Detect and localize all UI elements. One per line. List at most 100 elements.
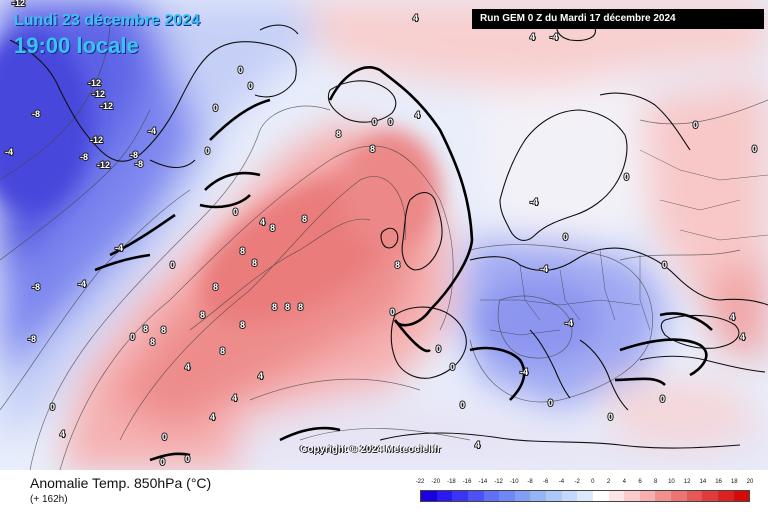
scale-tick-label: -6 <box>543 479 549 485</box>
valid-date: Lundi 23 décembre 2024 <box>14 12 200 29</box>
color-swatch <box>421 491 437 501</box>
color-swatch <box>499 491 515 501</box>
contour-label: 8 <box>252 258 257 268</box>
contour-label: 0 <box>693 120 698 130</box>
color-scale-ticks: -22 -20 -18 -16 -14 -12 -10 -8 -6 -4 -2 0 2 4 6 8 10 12 14… <box>410 479 754 489</box>
valid-time: 19:00 locale <box>14 33 139 58</box>
contour-label: 0 <box>238 65 243 75</box>
color-swatch <box>577 491 593 501</box>
scale-tick-label: 8 <box>654 479 658 485</box>
contour-label: 8 <box>220 346 225 356</box>
contour-label: 0 <box>205 146 210 156</box>
color-swatch <box>702 491 718 501</box>
scale-tick-label: 20 <box>746 479 754 485</box>
contour-label: 0 <box>233 207 238 217</box>
contour-label: 0 <box>170 260 175 270</box>
contour-label: -4 <box>115 243 123 253</box>
contour-label: -4 <box>530 197 538 207</box>
color-swatch <box>514 491 531 501</box>
contour-label: 0 <box>130 332 135 342</box>
contour-label: -12 <box>90 135 103 145</box>
color-swatch <box>483 491 500 501</box>
contour-label: 0 <box>662 260 667 270</box>
contour-label: 0 <box>436 344 441 354</box>
contour-label: 0 <box>162 432 167 442</box>
color-swatch <box>624 491 640 501</box>
contour-label: 4 <box>730 312 735 322</box>
contour-label: 0 <box>548 398 553 408</box>
contour-label: 4 <box>740 332 745 342</box>
contour-label: -12 <box>92 89 105 99</box>
scale-tick-label: -20 <box>431 479 441 485</box>
copyright-notice: Copyright © 2024 Meteociel.fr <box>300 444 441 455</box>
contour-label: 8 <box>395 260 400 270</box>
scale-tick-label: 0 <box>591 479 595 485</box>
contour-label: -4 <box>148 126 156 136</box>
contour-label: -4 <box>565 318 573 328</box>
scale-tick-label: 2 <box>606 479 611 485</box>
contour-label: 0 <box>660 394 665 404</box>
scale-tick-label: -12 <box>494 479 503 485</box>
contour-label: 8 <box>302 214 307 224</box>
contour-label: 4 <box>210 412 215 422</box>
contour-label: 0 <box>624 172 629 182</box>
contour-label: 0 <box>185 454 190 464</box>
contour-label: 0 <box>388 117 393 127</box>
contour-label: -12 <box>12 0 25 8</box>
contour-label: 8 <box>298 302 303 312</box>
contour-label: -12 <box>88 78 101 88</box>
contour-label: 0 <box>752 144 757 154</box>
contour-label: 8 <box>285 302 290 312</box>
contour-label: 4 <box>185 362 190 372</box>
contour-label: 4 <box>258 371 263 381</box>
contour-label: 0 <box>213 103 218 113</box>
contour-label: 4 <box>232 393 237 403</box>
color-swatch <box>530 491 546 501</box>
contour-label: 8 <box>336 129 341 139</box>
contour-label: -4 <box>5 147 13 157</box>
contour-label: -8 <box>28 334 36 344</box>
contour-label: 0 <box>563 232 568 242</box>
contour-label: -4 <box>520 367 528 377</box>
color-swatch <box>546 491 562 501</box>
scale-tick-label: -10 <box>509 479 519 485</box>
contour-label: 0 <box>160 457 165 467</box>
contour-label: 8 <box>240 320 245 330</box>
scale-tick-label: 12 <box>683 479 691 485</box>
contour-label: 0 <box>460 400 465 410</box>
contour-label: -8 <box>32 109 40 119</box>
color-swatch <box>592 491 609 501</box>
zero-isotherm <box>94 66 713 462</box>
contour-label: 8 <box>161 325 166 335</box>
color-swatch <box>639 491 656 501</box>
color-swatch <box>686 491 703 501</box>
contour-labels: -12-8-4-12-12-12-12-12-8-8-8-4-4-4-8-800… <box>4 0 758 468</box>
color-swatch <box>717 491 734 501</box>
scale-tick-label: -14 <box>478 479 488 485</box>
color-swatch <box>671 491 687 501</box>
contour-label: 4 <box>60 429 65 439</box>
contour-label: -8 <box>135 159 143 169</box>
contour-label: 0 <box>50 402 55 412</box>
scale-tick-label: -4 <box>558 479 565 485</box>
country-borders <box>480 149 768 336</box>
contour-label: 0 <box>608 412 613 422</box>
color-scale-bar <box>420 490 750 502</box>
scale-tick-label: -16 <box>462 479 472 485</box>
color-swatch <box>561 491 578 501</box>
contour-label: 8 <box>200 310 205 320</box>
contour-label: 4 <box>475 440 480 450</box>
contour-label: 8 <box>272 302 277 312</box>
scale-tick-label: 6 <box>638 479 642 485</box>
contour-label: -12 <box>97 160 110 170</box>
model-run-info: Run GEM 0 Z du Mardi 17 décembre 2024 <box>472 9 764 29</box>
scale-tick-label: -22 <box>415 479 425 485</box>
color-swatch <box>733 491 750 501</box>
scale-tick-label: 4 <box>622 479 626 485</box>
contour-label: 8 <box>270 223 275 233</box>
contour-label: 4 <box>413 13 418 23</box>
contour-label: 0 <box>372 117 377 127</box>
color-swatch <box>655 491 671 501</box>
contour-label: 8 <box>240 246 245 256</box>
